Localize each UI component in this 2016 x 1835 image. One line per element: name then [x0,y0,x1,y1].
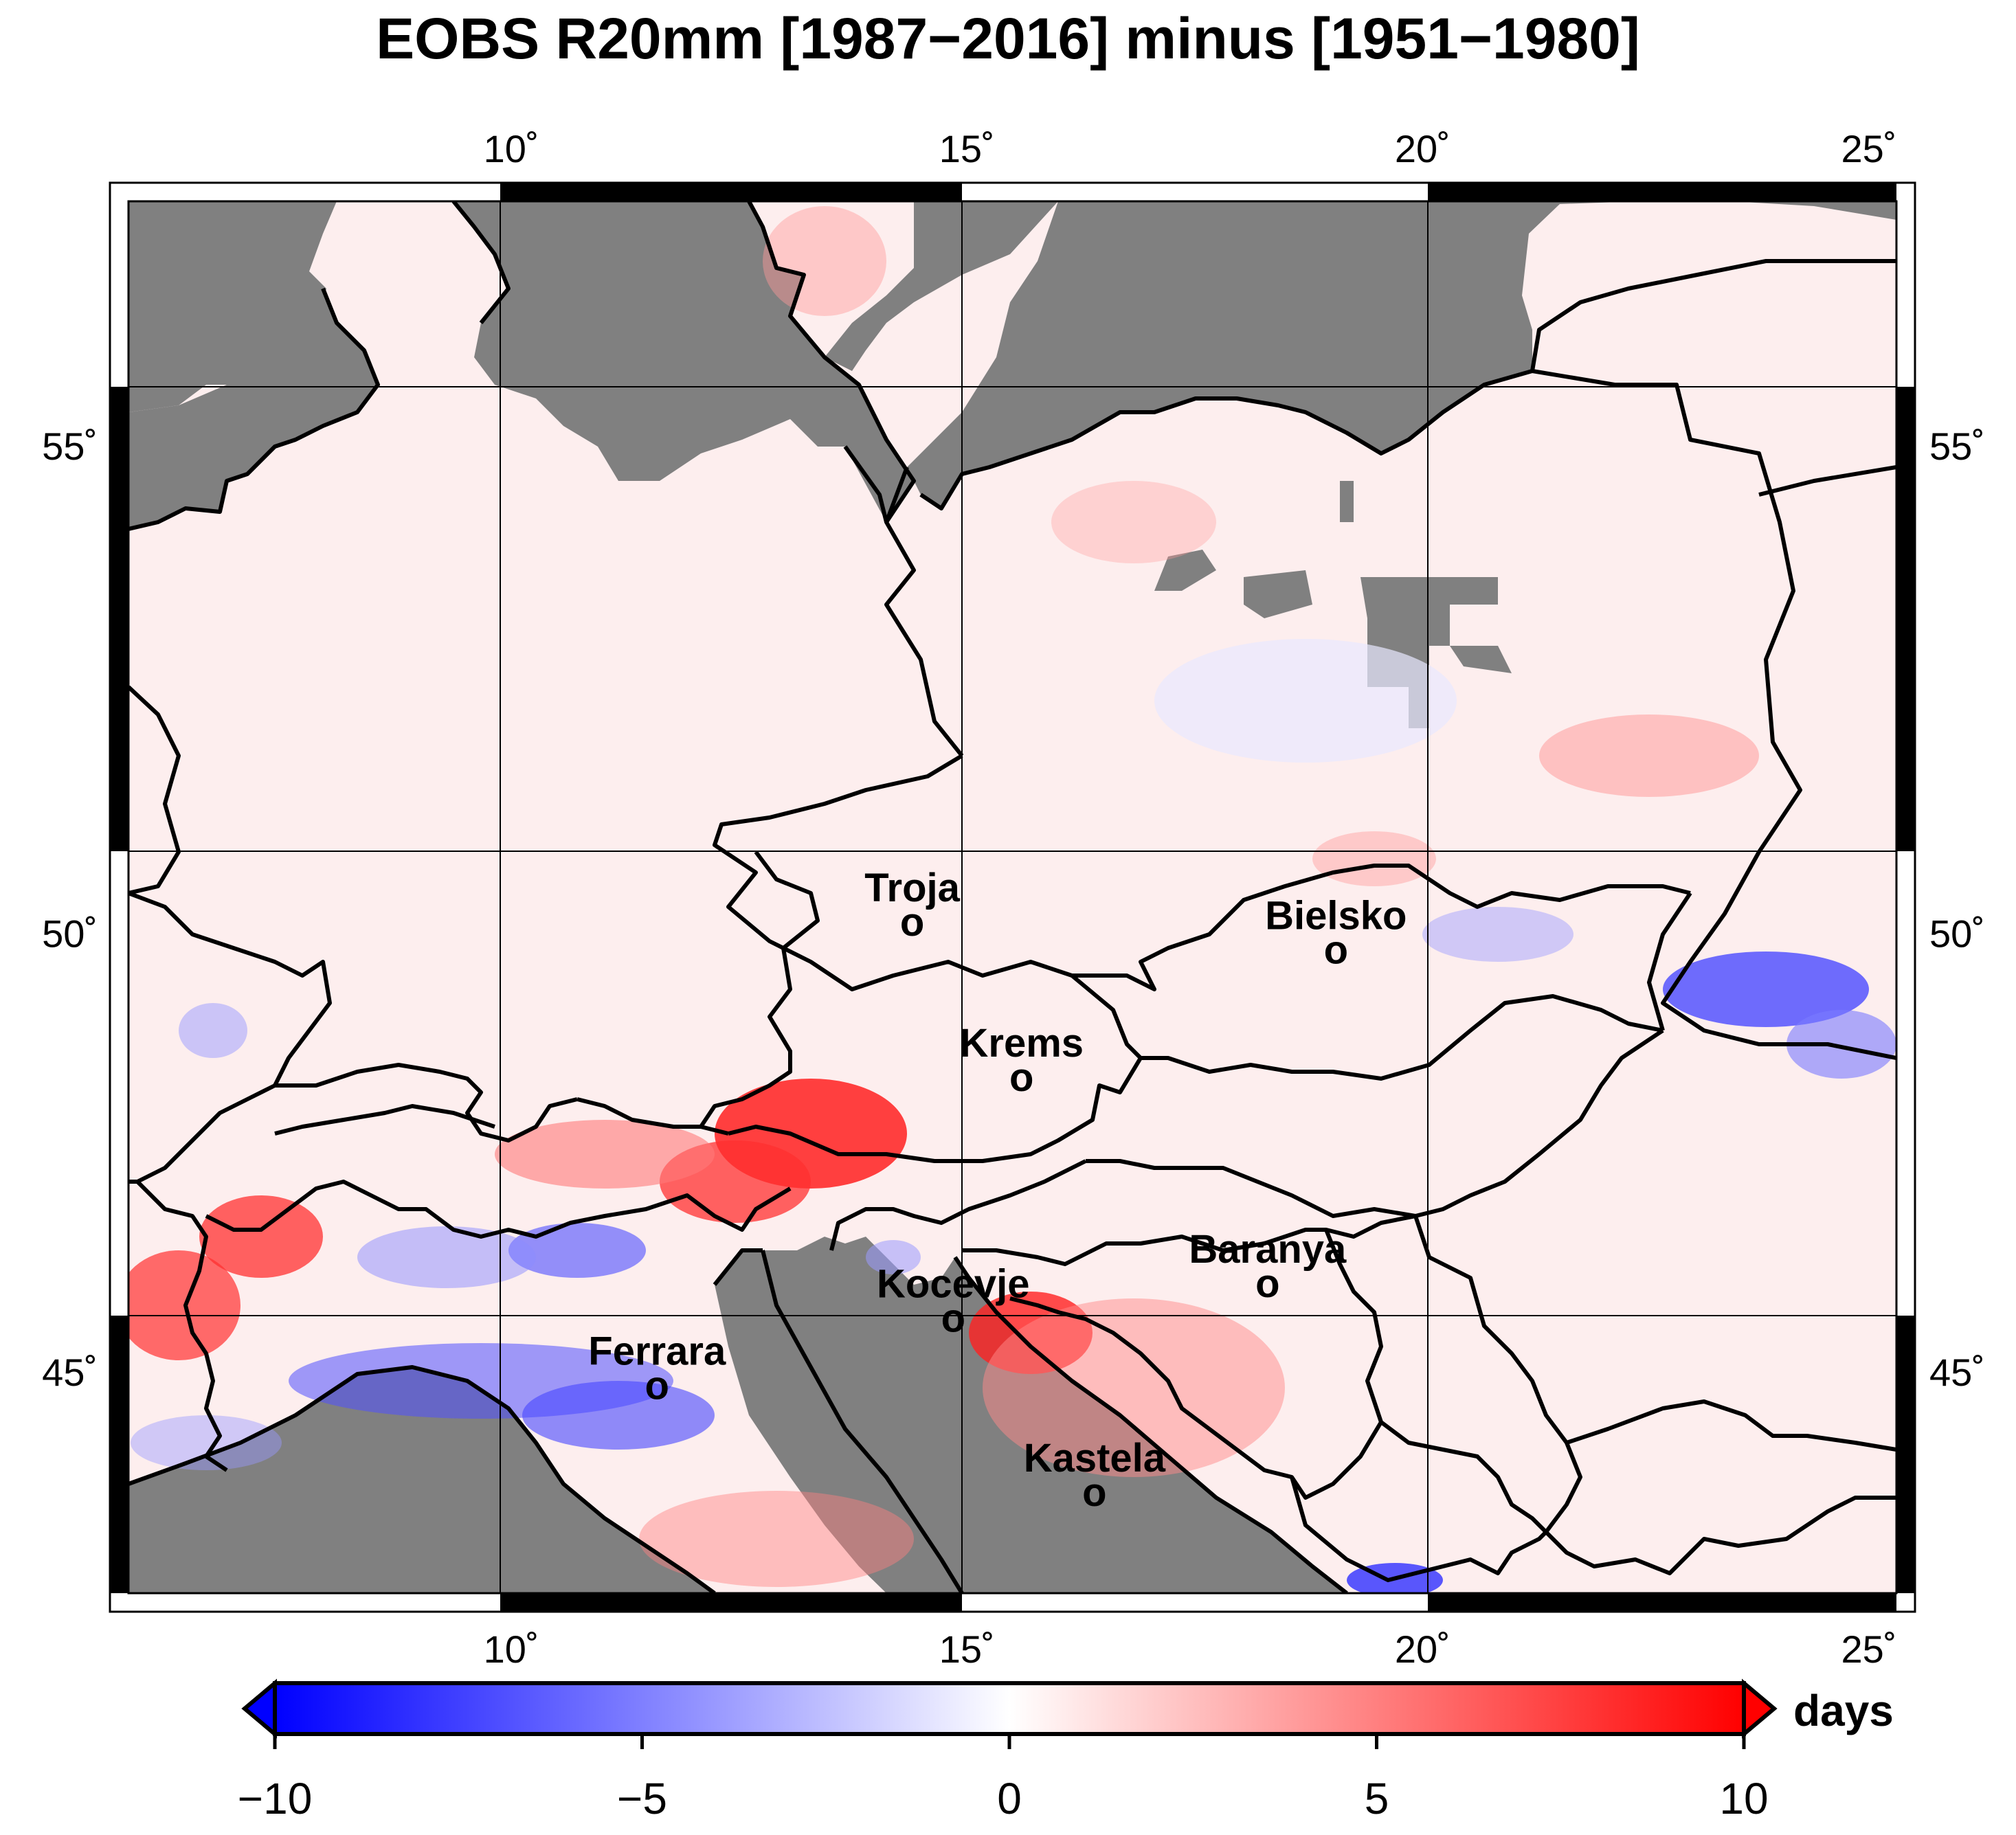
colorbar: −10 −5 0 5 10 days [238,1678,1894,1823]
lat-tick-right-label: 45˚ [1929,1351,1985,1394]
lon-tick-bottom-label: 15˚ [939,1628,995,1671]
lon-tick-bottom-label: 20˚ [1395,1628,1451,1671]
colorbar-tick-label: −5 [617,1774,667,1823]
longitude-ticks-bottom: 10˚ 15˚ 20˚ 25˚ [484,1628,1897,1671]
lon-tick-top-label: 15˚ [939,127,995,170]
colorbar-tick-label: 5 [1365,1774,1389,1823]
lat-tick-left-label: 55˚ [42,425,98,468]
positive-anomalies [128,206,1759,1587]
longitude-ticks-top: 10˚ 15˚ 20˚ 25˚ [484,127,1897,170]
city-marker-icon: o [1009,1055,1033,1100]
lon-tick-top-label: 20˚ [1395,127,1451,170]
graticule [128,201,1896,1593]
negative-anomalies [131,639,1896,1593]
city-label: Ferrara [588,1329,726,1374]
city-marker-icon: o [645,1364,669,1408]
city-label: Baranya [1189,1227,1347,1272]
city-marker-icon: o [1324,927,1348,972]
city-marker-icon: o [900,900,924,945]
lon-tick-bottom-label: 25˚ [1841,1628,1897,1671]
colorbar-low-arrow [241,1678,277,1739]
city-marker-icon: o [1082,1470,1106,1515]
lat-tick-left-label: 50˚ [42,912,98,955]
lat-tick-right-label: 55˚ [1929,425,1985,468]
colorbar-ticks: −10 −5 0 5 10 [238,1734,1769,1823]
lat-tick-left-label: 45˚ [42,1351,98,1394]
colorbar-tick-label: 10 [1719,1774,1768,1823]
colorbar-tick-label: −10 [238,1774,313,1823]
colorbar-gradient [273,1681,1746,1736]
map-frame [109,181,1916,1613]
anomaly-field [128,201,1896,1593]
latitude-ticks-right: 55˚ 50˚ 45˚ [1929,425,1985,1394]
city-label: Bielsko [1265,893,1407,938]
country-borders [128,201,1896,1593]
lon-tick-top-label: 10˚ [484,127,539,170]
colorbar-high-arrow [1742,1678,1778,1739]
colorbar-tick-label: 0 [997,1774,1022,1823]
sea-areas [128,201,1896,1593]
map-title: EOBS R20mm [1987−2016] minus [1951−1980] [376,6,1640,71]
city-label: Kocevje [877,1262,1029,1307]
lat-tick-right-label: 50˚ [1929,912,1985,955]
city-label: Troja [864,866,960,910]
lon-tick-top-label: 25˚ [1841,127,1897,170]
city-markers: oTrojaoBielskooKremsoBaranyaoKocevjeoFer… [588,866,1407,1515]
city-label: Krems [959,1021,1084,1066]
city-label: Kastela [1024,1436,1166,1481]
colorbar-unit: days [1793,1686,1894,1735]
city-marker-icon: o [941,1296,965,1341]
city-marker-icon: o [1255,1261,1279,1306]
lon-tick-bottom-label: 10˚ [484,1628,539,1671]
latitude-ticks-left: 55˚ 50˚ 45˚ [42,425,98,1394]
